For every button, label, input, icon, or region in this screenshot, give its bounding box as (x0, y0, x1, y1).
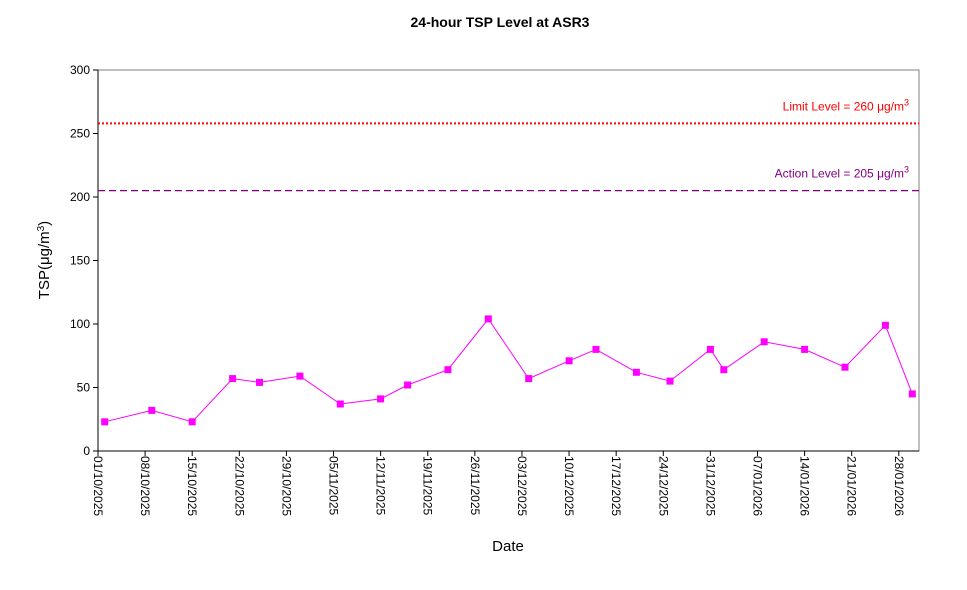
reference-line-label: Limit Level = 260 μg/m3 (783, 97, 909, 113)
x-tick-label: 01/10/2025 (91, 456, 105, 516)
data-point-marker (188, 418, 196, 426)
data-point-marker (404, 381, 412, 389)
data-point-marker (666, 377, 674, 385)
data-point-marker (484, 315, 492, 323)
data-point-marker (565, 357, 573, 365)
data-point-marker (101, 418, 109, 426)
x-tick-label: 07/01/2026 (750, 456, 764, 516)
x-tick-label: 12/11/2025 (374, 456, 388, 515)
data-point-marker (296, 372, 304, 380)
x-tick-label: 17/12/2025 (609, 456, 623, 516)
y-axis-label-close: ) (36, 221, 53, 226)
data-point-marker (760, 338, 768, 346)
y-tick-label: 50 (77, 381, 91, 395)
y-tick-label: 150 (70, 254, 90, 268)
data-point-marker (377, 395, 385, 403)
x-axis-label: Date (492, 538, 524, 555)
y-tick-label: 200 (70, 190, 90, 204)
data-point-marker (841, 363, 849, 371)
data-point-marker (336, 400, 344, 408)
x-axis: 01/10/2025 08/10/2025 15/10/2025 22/10/2025… (91, 450, 919, 516)
data-point-marker (256, 378, 263, 386)
chart-title: 24-hour TSP Level at ASR3 (411, 14, 590, 30)
reference-line-label: Action Level = 205 μg/m3 (775, 165, 909, 181)
x-tick-label: 10/12/2025 (562, 456, 576, 516)
data-point-marker (148, 406, 156, 414)
series-layer (101, 315, 916, 426)
data-point-marker (229, 375, 237, 383)
data-point-marker (592, 345, 600, 353)
y-tick-label: 0 (83, 444, 90, 458)
series-line (104, 318, 913, 423)
reference-line-label-superscript: 3 (904, 165, 909, 175)
data-point-marker (706, 345, 714, 353)
x-tick-label: 19/11/2025 (421, 456, 435, 515)
reference-line-label-unit: μg/m (877, 167, 904, 181)
data-point-marker (632, 368, 640, 376)
data-point-marker (720, 366, 728, 374)
x-tick-label: 03/12/2025 (515, 456, 529, 516)
y-tick-label: 100 (70, 317, 90, 331)
x-tick-label: 08/10/2025 (138, 456, 152, 516)
x-tick-label: 21/01/2026 (845, 456, 859, 516)
data-point-marker (881, 321, 889, 329)
y-tick-label: 300 (70, 63, 90, 77)
reference-line-label-unit: μg/m (877, 99, 904, 113)
reference-line-label-superscript: 3 (904, 97, 909, 107)
x-tick-label: 24/12/2025 (656, 456, 670, 516)
data-point-marker (908, 390, 916, 398)
y-tick-label: 250 (70, 127, 90, 141)
reference-line-label-text: Limit Level = 260 (783, 99, 877, 113)
y-axis-label: TSP(μg/m3) (36, 221, 54, 299)
reference-line-label-text: Action Level = 205 (775, 167, 877, 181)
y-axis-label-superscript: 3 (36, 225, 47, 231)
data-point-marker (525, 375, 533, 383)
y-axis-label-unit: μg/m (36, 231, 53, 265)
data-point-marker (444, 366, 452, 374)
y-axis: 0 50 100 150 200 250 300 (70, 63, 99, 458)
x-tick-label: 05/11/2025 (327, 456, 341, 515)
x-tick-label: 22/10/2025 (232, 456, 246, 516)
plot-area-frame (97, 69, 920, 452)
x-tick-label: 15/10/2025 (185, 456, 199, 516)
data-point-marker (801, 345, 809, 353)
x-tick-label: 14/01/2026 (798, 456, 812, 516)
x-tick-label: 31/12/2025 (703, 456, 717, 516)
x-tick-label: 29/10/2025 (279, 456, 293, 516)
y-axis-label-main: TSP( (36, 265, 53, 299)
x-tick-label: 28/01/2026 (892, 456, 906, 516)
x-tick-label: 26/11/2025 (468, 456, 482, 515)
